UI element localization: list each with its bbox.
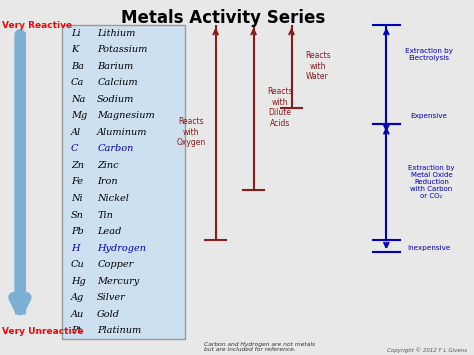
Text: Metals Activity Series: Metals Activity Series xyxy=(121,9,325,27)
Text: Lithium: Lithium xyxy=(97,29,136,38)
Text: Mg: Mg xyxy=(71,111,87,120)
Text: Tin: Tin xyxy=(97,211,113,219)
Text: Reacts
with
Dilute
Acids: Reacts with Dilute Acids xyxy=(267,87,292,128)
Text: K: K xyxy=(71,45,78,54)
Text: Very Unreactive: Very Unreactive xyxy=(2,327,84,335)
Text: Lead: Lead xyxy=(97,227,121,236)
Text: Gold: Gold xyxy=(97,310,120,319)
Text: Very Reactive: Very Reactive xyxy=(2,21,73,30)
Text: Hydrogen: Hydrogen xyxy=(97,244,146,252)
Text: Zn: Zn xyxy=(71,161,84,170)
Text: Al: Al xyxy=(71,128,81,137)
Text: Ca: Ca xyxy=(71,78,84,87)
Text: Barium: Barium xyxy=(97,62,133,71)
Text: Hg: Hg xyxy=(71,277,86,286)
Text: Reacts
with
Oxygen: Reacts with Oxygen xyxy=(176,118,206,147)
Text: Sn: Sn xyxy=(71,211,84,219)
Text: Na: Na xyxy=(71,95,85,104)
Text: Magnesium: Magnesium xyxy=(97,111,155,120)
Text: Nickel: Nickel xyxy=(97,194,129,203)
Text: Copper: Copper xyxy=(97,260,133,269)
Text: Inexpensive: Inexpensive xyxy=(407,245,451,251)
Text: Ag: Ag xyxy=(71,293,84,302)
Text: Au: Au xyxy=(71,310,84,319)
Text: Ni: Ni xyxy=(71,194,83,203)
Text: Sodium: Sodium xyxy=(97,95,135,104)
Text: Expensive: Expensive xyxy=(410,113,447,119)
Text: Zinc: Zinc xyxy=(97,161,119,170)
Text: Pb: Pb xyxy=(71,227,84,236)
Text: Calcium: Calcium xyxy=(97,78,138,87)
Text: Carbon: Carbon xyxy=(97,144,134,153)
Text: C: C xyxy=(71,144,79,153)
Text: Iron: Iron xyxy=(97,178,118,186)
Text: Li: Li xyxy=(71,29,81,38)
Text: Fe: Fe xyxy=(71,178,83,186)
Text: Potassium: Potassium xyxy=(97,45,147,54)
Text: Pt: Pt xyxy=(71,326,82,335)
Text: Silver: Silver xyxy=(97,293,126,302)
Text: Extraction by
Electrolysis: Extraction by Electrolysis xyxy=(405,48,453,61)
Text: Cu: Cu xyxy=(71,260,85,269)
Text: Mercury: Mercury xyxy=(97,277,139,286)
Text: Aluminum: Aluminum xyxy=(97,128,148,137)
Text: Platinum: Platinum xyxy=(97,326,141,335)
Text: H: H xyxy=(71,244,80,252)
Text: Ba: Ba xyxy=(71,62,84,71)
Text: Carbon and Hydrogen are not metals
but are included for reference.: Carbon and Hydrogen are not metals but a… xyxy=(204,342,315,352)
Text: Reacts
with
Water: Reacts with Water xyxy=(305,51,330,81)
Text: Extraction by
Metal Oxide
Reduction
with Carbon
or CO₂: Extraction by Metal Oxide Reduction with… xyxy=(408,165,455,199)
Bar xyxy=(62,25,185,339)
Text: Copyright © 2012 F L Givens: Copyright © 2012 F L Givens xyxy=(387,348,467,353)
